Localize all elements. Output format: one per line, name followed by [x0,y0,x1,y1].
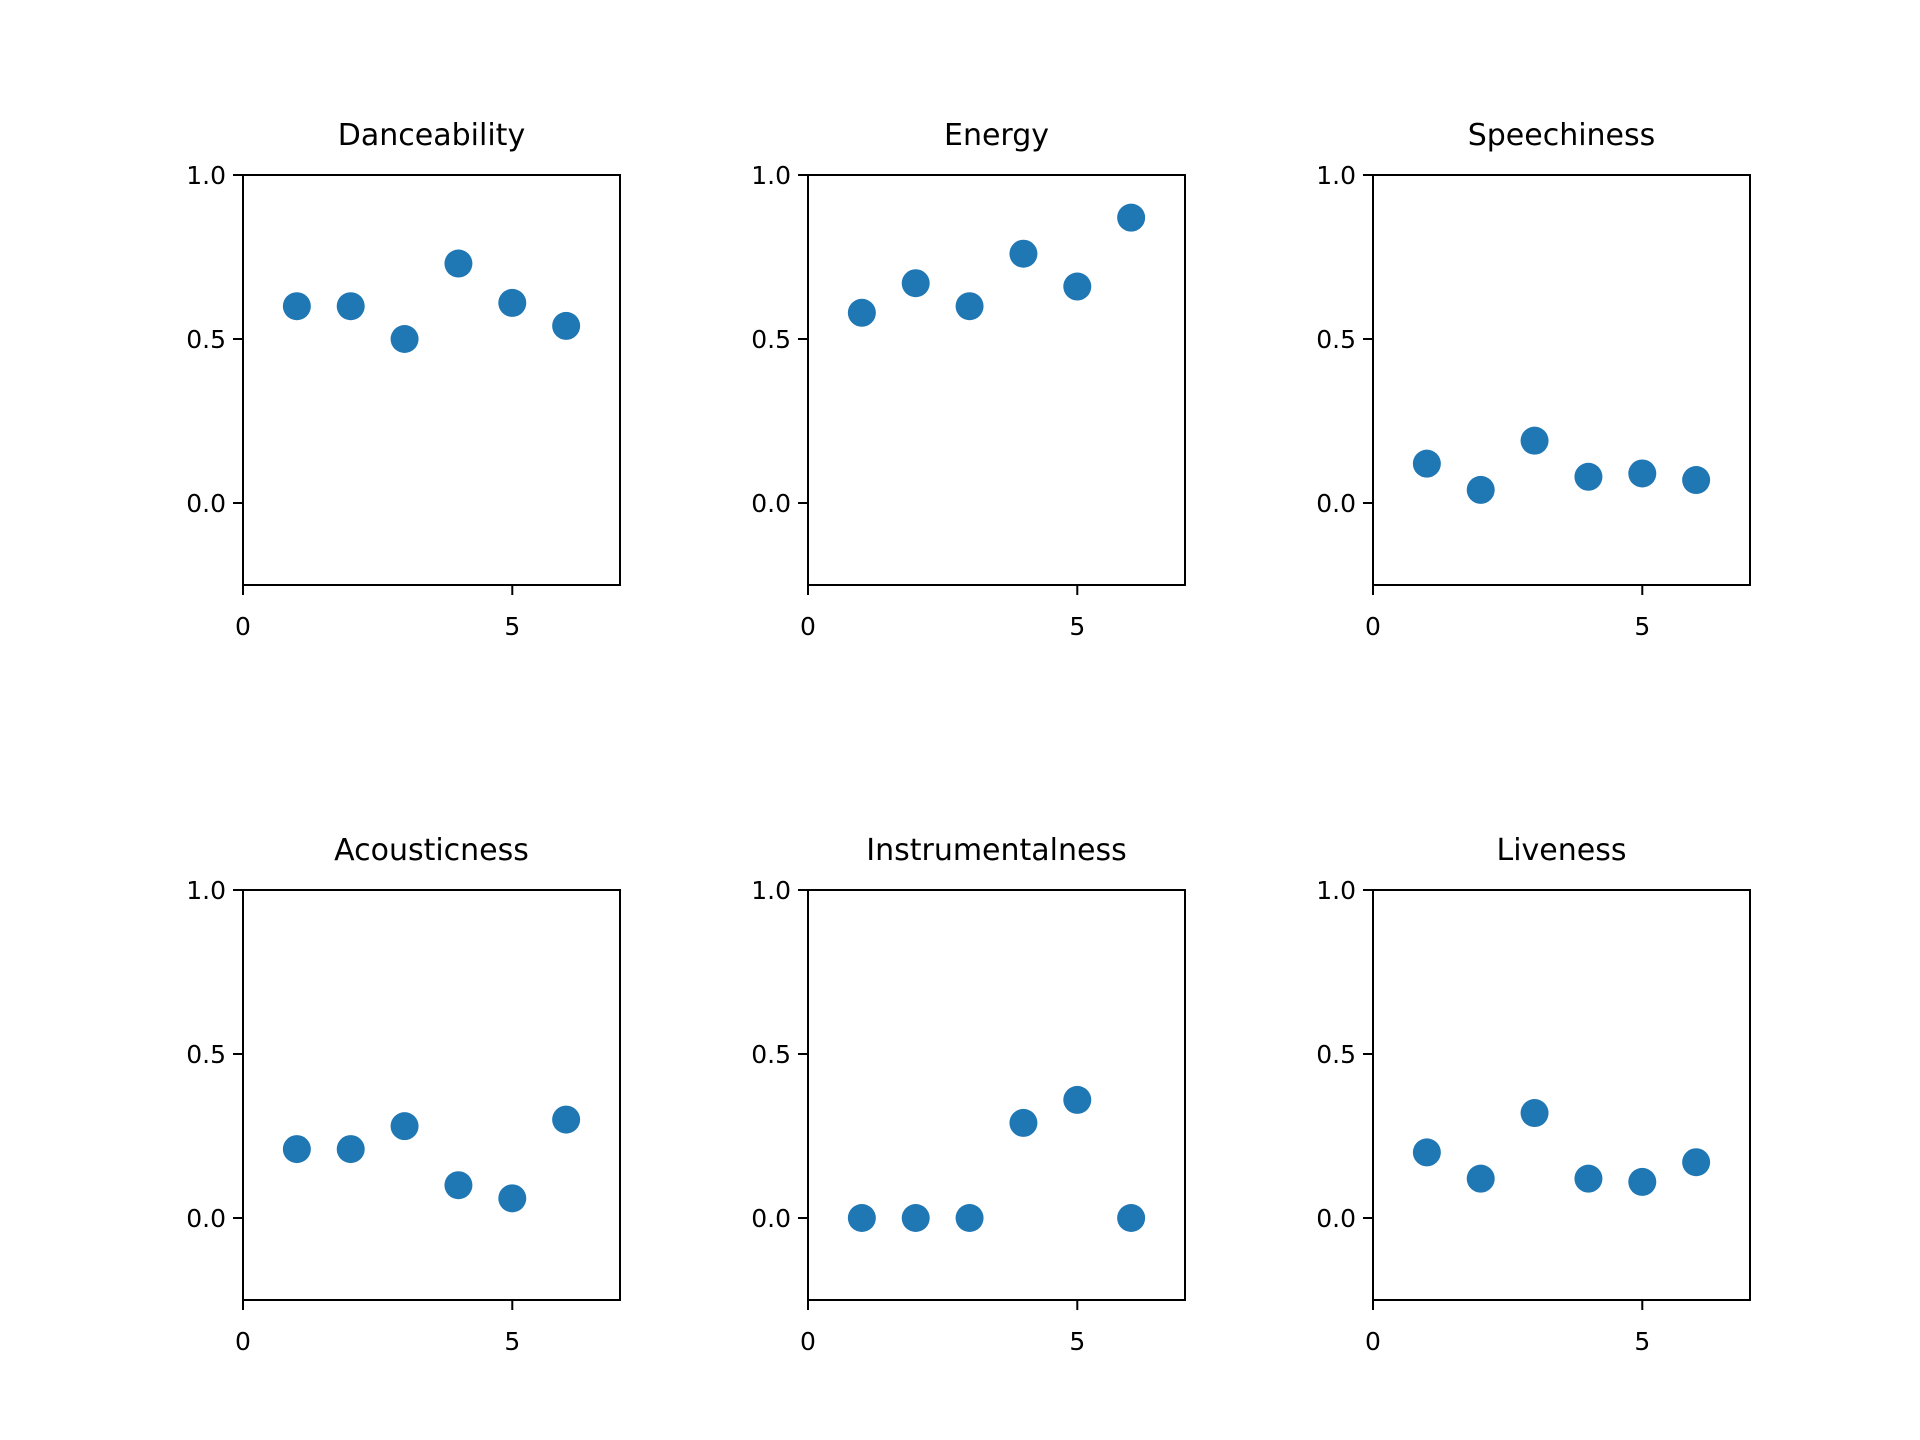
y-tick-label: 0.5 [1316,1040,1356,1069]
scatter-point [1117,203,1146,232]
x-tick-label: 0 [235,1327,251,1356]
scatter-point [1520,1099,1549,1128]
scatter-point [1574,1164,1603,1193]
subplot-energy: Energy 0.0 0.5 1.0 0 5 [751,118,1186,641]
y-tick-label: 0.5 [186,1040,226,1069]
y-tick-label: 1.0 [751,161,791,190]
scatter-point [282,292,311,321]
x-tick-label: 0 [235,612,251,641]
scatter-point [1574,462,1603,491]
y-tick-label: 1.0 [186,876,226,905]
y-tick-label: 1.0 [186,161,226,190]
scatter-point [901,269,930,298]
x-tick-label: 0 [800,1327,816,1356]
axes-frame [1372,889,1751,1301]
x-tick-label: 0 [800,612,816,641]
subplot-title: Liveness [1497,833,1627,868]
scatter-point [552,1105,581,1134]
scatter-point [1009,1108,1038,1137]
scatter-point [1412,1138,1441,1167]
scatter-point [498,288,527,317]
subplot-title: Energy [944,118,1049,153]
x-tick-label: 5 [1634,612,1650,641]
scatter-point [1063,1085,1092,1114]
y-tick-label: 0.5 [751,1040,791,1069]
subplot-title: Speechiness [1468,118,1656,153]
scatter-point [336,1135,365,1164]
scatter-point [1412,449,1441,478]
scatter-point [498,1184,527,1213]
y-tick-label: 0.0 [186,1204,226,1233]
y-tick-label: 1.0 [1316,876,1356,905]
scatter-point [444,1171,473,1200]
scatter-point [1628,459,1657,488]
scatter-point [282,1135,311,1164]
subplot-instrumentalness: Instrumentalness 0.0 0.5 1.0 0 5 [751,833,1186,1356]
scatter-point [1466,1164,1495,1193]
y-tick-label: 0.0 [751,1204,791,1233]
scatter-point [1009,239,1038,268]
axes-frame [1372,174,1751,586]
scatter-point [1117,1204,1146,1232]
y-tick-label: 0.5 [186,325,226,354]
subplot-title: Acousticness [334,833,529,868]
x-tick-label: 5 [504,1327,520,1356]
y-tick-label: 0.0 [1316,1204,1356,1233]
x-tick-label: 5 [1634,1327,1650,1356]
x-tick-label: 0 [1365,612,1381,641]
scatter-point [1466,475,1495,504]
subplot-title: Instrumentalness [866,833,1127,868]
x-tick-label: 5 [1069,612,1085,641]
y-tick-label: 1.0 [751,876,791,905]
axes-frame [242,174,621,586]
scatter-point [1520,426,1549,455]
scatter-point [955,1204,984,1232]
scatter-point [847,298,876,327]
y-tick-label: 0.5 [751,325,791,354]
subplot-title: Danceability [338,118,525,153]
scatter-point [1063,272,1092,301]
y-tick-label: 1.0 [1316,161,1356,190]
scatter-point [1628,1167,1657,1196]
scatter-point [444,249,473,278]
axes-frame [807,174,1186,586]
scatter-point [552,311,581,340]
scatter-point [336,292,365,321]
y-tick-label: 0.0 [186,489,226,518]
scatter-point [390,1112,419,1141]
subplot-acousticness: Acousticness 0.0 0.5 1.0 0 5 [186,833,621,1356]
scatter-point [1682,466,1711,495]
x-tick-label: 5 [504,612,520,641]
scatter-point [390,325,419,353]
subplot-liveness: Liveness 0.0 0.5 1.0 0 5 [1316,833,1751,1356]
scatter-point [955,292,984,321]
axes-frame [242,889,621,1301]
y-tick-label: 0.5 [1316,325,1356,354]
scatter-point [1682,1148,1711,1177]
x-tick-label: 0 [1365,1327,1381,1356]
scatter-point [901,1204,930,1232]
subplot-speechiness: Speechiness 0.0 0.5 1.0 0 5 [1316,118,1751,641]
y-tick-label: 0.0 [1316,489,1356,518]
y-tick-label: 0.0 [751,489,791,518]
axes-frame [807,889,1186,1301]
subplot-danceability: Danceability 0.0 0.5 1.0 0 5 [186,118,621,641]
x-tick-label: 5 [1069,1327,1085,1356]
scatter-point [847,1204,876,1232]
